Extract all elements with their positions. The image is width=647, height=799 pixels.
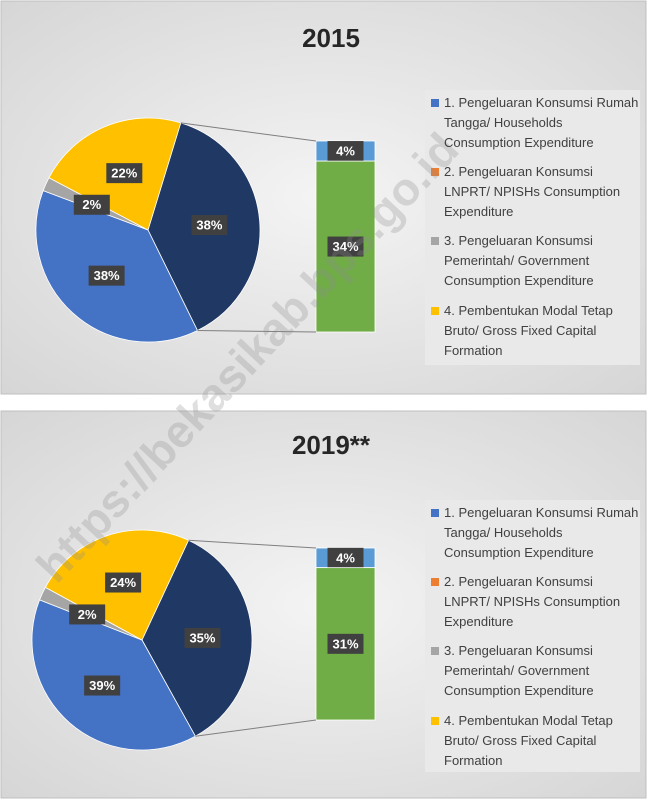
data-label: 31% <box>332 636 358 651</box>
connector <box>195 719 317 737</box>
legend-label: 1. Pengeluaran Konsumsi Rumah Tangga/ Ho… <box>444 95 639 150</box>
data-label: 4% <box>336 550 355 565</box>
label-box <box>69 604 106 625</box>
label-box <box>106 163 143 184</box>
data-label: 22% <box>111 166 137 181</box>
connector <box>180 122 317 142</box>
legend-swatch <box>431 168 439 176</box>
legend-label: 2. Pengeluaran Konsumsi LNPRT/ NPISHs Co… <box>444 574 621 629</box>
legend-swatch <box>431 509 439 517</box>
legend-swatch <box>431 99 439 107</box>
label-box <box>191 215 228 236</box>
connector <box>188 539 317 549</box>
legend-label: 3. Pengeluaran Konsumsi Pemerintah/ Gove… <box>444 643 594 698</box>
data-label: 34% <box>332 239 358 254</box>
data-label: 4% <box>336 143 355 158</box>
label-box <box>84 675 121 696</box>
legend-swatch <box>431 237 439 245</box>
label-box <box>184 627 221 648</box>
legend-box <box>425 500 640 772</box>
legend-swatch <box>431 307 439 315</box>
label-box <box>327 547 364 568</box>
legend-swatch <box>431 717 439 725</box>
data-label: 39% <box>89 678 115 693</box>
data-label: 2% <box>78 607 97 622</box>
legend-swatch <box>431 578 439 586</box>
connector <box>197 329 317 333</box>
legend-label: 2. Pengeluaran Konsumsi LNPRT/ NPISHs Co… <box>444 164 621 219</box>
data-label: 38% <box>196 217 222 232</box>
label-box <box>88 265 125 286</box>
label-box <box>105 572 142 593</box>
label-box <box>327 633 364 654</box>
legend-box <box>425 90 640 365</box>
legend-label: 4. Pembentukan Modal Tetap Bruto/ Gross … <box>444 303 613 358</box>
chart-title: 2019** <box>292 430 371 460</box>
label-box <box>73 194 110 215</box>
chart-title: 2015 <box>302 23 360 53</box>
data-label: 2% <box>82 197 101 212</box>
legend-swatch <box>431 647 439 655</box>
legend-label: 4. Pembentukan Modal Tetap Bruto/ Gross … <box>444 713 613 768</box>
data-label: 35% <box>189 630 215 645</box>
data-label: 24% <box>110 575 136 590</box>
legend-label: 1. Pengeluaran Konsumsi Rumah Tangga/ Ho… <box>444 505 639 560</box>
data-label: 38% <box>94 268 120 283</box>
label-box <box>327 236 364 257</box>
pie-slice <box>31 599 196 751</box>
legend-label: 3. Pengeluaran Konsumsi Pemerintah/ Gove… <box>444 233 594 288</box>
label-box <box>327 141 364 162</box>
